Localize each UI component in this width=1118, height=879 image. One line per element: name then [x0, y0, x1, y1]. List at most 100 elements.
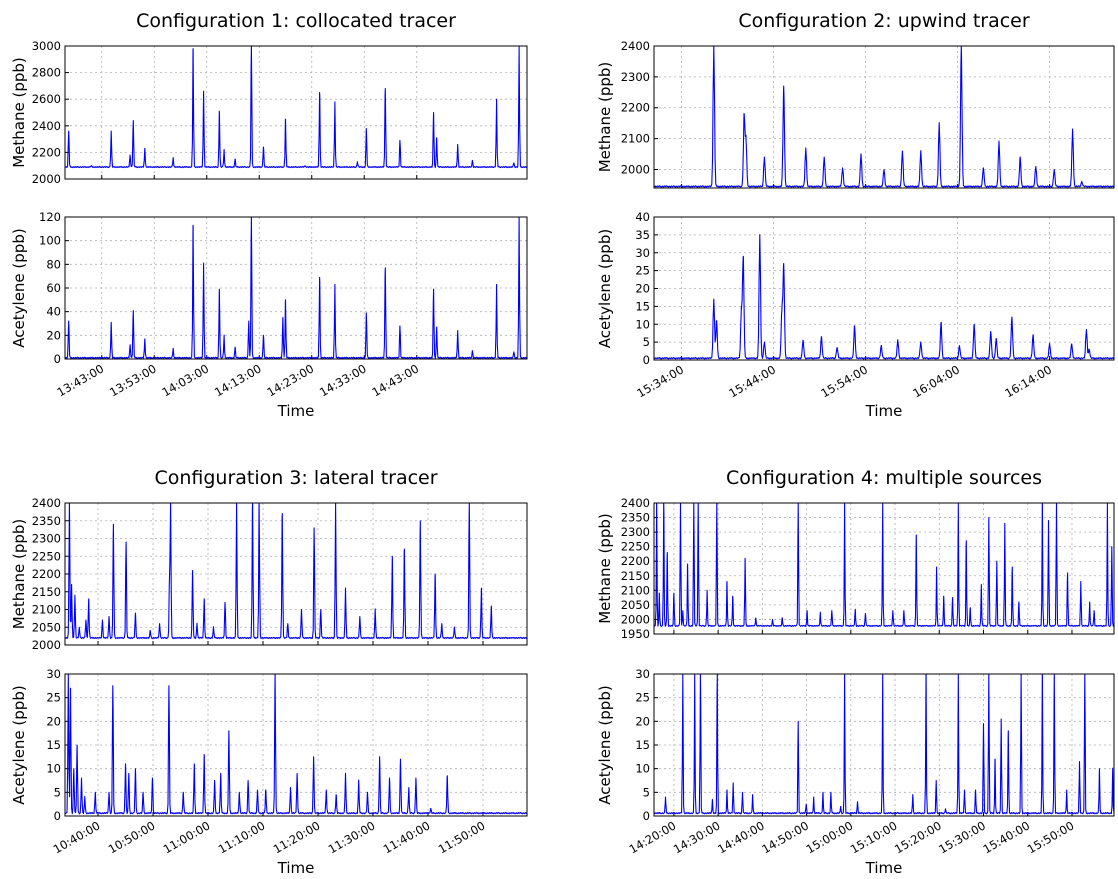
y-tick-label: 0: [54, 809, 61, 823]
x-tick-label: 15:54:00: [818, 362, 870, 400]
acetylene-series-line: [65, 217, 527, 359]
chart-title: Configuration 4: multiple sources: [726, 467, 1042, 489]
x-tick-label: 10:50:00: [106, 818, 158, 856]
y-tick-label: 2300: [621, 70, 650, 84]
x-tick-label: 15:40:00: [981, 818, 1033, 856]
methane-axis-label: Methane (ppb): [10, 519, 28, 630]
y-tick-label: 2600: [32, 92, 61, 106]
y-tick-label: 2000: [32, 172, 61, 186]
x-tick-label: 15:34:00: [634, 362, 686, 400]
y-tick-label: 2200: [621, 101, 650, 115]
y-tick-label: 15: [46, 738, 61, 752]
x-axis-label: Time: [277, 859, 315, 877]
y-tick-label: 2150: [32, 585, 61, 599]
y-tick-label: 2300: [32, 532, 61, 546]
x-tick-label: 11:50:00: [436, 818, 488, 856]
y-tick-label: 2400: [621, 496, 650, 510]
y-tick-label: 2100: [621, 583, 650, 597]
y-tick-label: 2400: [32, 496, 61, 510]
x-tick-label: 11:20:00: [271, 818, 323, 856]
x-tick-label: 10:40:00: [51, 818, 103, 856]
methane-axis-label: Methane (ppb): [596, 513, 614, 624]
acetylene-axis-label: Acetylene (ppb): [10, 228, 28, 347]
x-tick-label: 16:14:00: [1002, 362, 1054, 400]
methane-axis-label: Methane (ppb): [10, 57, 28, 168]
methane-axis-label: Methane (ppb): [596, 62, 614, 173]
x-tick-label: 14:20:00: [627, 818, 679, 856]
acetylene-series-line: [65, 674, 527, 815]
x-tick-label: 14:03:00: [160, 361, 212, 399]
y-tick-label: 2150: [621, 569, 650, 583]
y-tick-label: 1950: [621, 627, 650, 641]
x-tick-label: 11:40:00: [381, 818, 433, 856]
y-tick-label: 0: [643, 809, 650, 823]
y-tick-label: 2050: [32, 620, 61, 634]
acetylene-axis-label: Acetylene (ppb): [596, 229, 614, 348]
y-tick-label: 30: [46, 667, 61, 681]
x-tick-label: 15:50:00: [1025, 818, 1077, 856]
y-tick-label: 15: [635, 738, 650, 752]
x-axis-label: Time: [865, 402, 903, 420]
x-axis-label: Time: [865, 859, 903, 877]
y-tick-label: 30: [635, 667, 650, 681]
x-tick-label: 16:04:00: [910, 362, 962, 400]
x-tick-label: 15:20:00: [892, 818, 944, 856]
y-tick-label: 20: [635, 282, 650, 296]
methane-series-line: [654, 46, 1114, 188]
y-tick-label: 2300: [621, 525, 650, 539]
y-tick-label: 2100: [621, 132, 650, 146]
y-tick-label: 80: [46, 257, 61, 271]
y-tick-label: 60: [46, 281, 61, 295]
y-tick-label: 25: [46, 691, 61, 705]
y-tick-label: 10: [635, 317, 650, 331]
chart-title: Configuration 1: collocated tracer: [136, 10, 456, 32]
x-tick-label: 11:00:00: [161, 818, 213, 856]
acetylene-series-line: [654, 234, 1114, 360]
y-tick-label: 0: [54, 352, 61, 366]
x-tick-label: 15:30:00: [936, 818, 988, 856]
x-tick-label: 15:10:00: [848, 818, 900, 856]
y-tick-label: 2250: [621, 540, 650, 554]
methane-plot-frame: [64, 502, 528, 646]
y-tick-label: 20: [46, 328, 61, 342]
y-tick-label: 40: [635, 210, 650, 224]
y-tick-label: 25: [635, 264, 650, 278]
y-tick-label: 2100: [32, 603, 61, 617]
y-tick-label: 2800: [32, 66, 61, 80]
x-tick-label: 14:30:00: [671, 818, 723, 856]
x-tick-label: 14:13:00: [212, 361, 264, 399]
y-tick-label: 30: [635, 246, 650, 260]
x-tick-label: 15:00:00: [804, 818, 856, 856]
y-tick-label: 20: [46, 714, 61, 728]
y-tick-label: 2050: [621, 598, 650, 612]
chart-title: Configuration 3: lateral tracer: [154, 467, 437, 489]
y-tick-label: 40: [46, 305, 61, 319]
x-tick-label: 14:43:00: [370, 361, 422, 399]
y-tick-label: 10: [46, 762, 61, 776]
y-tick-label: 20: [635, 714, 650, 728]
x-tick-label: 11:30:00: [326, 818, 378, 856]
acetylene-plot-frame: [653, 216, 1115, 361]
y-tick-label: 15: [635, 299, 650, 313]
acetylene-axis-label: Acetylene (ppb): [596, 685, 614, 804]
methane-series-line: [65, 503, 527, 640]
y-tick-label: 2350: [32, 514, 61, 528]
x-tick-label: 15:44:00: [726, 362, 778, 400]
y-tick-label: 2200: [32, 567, 61, 581]
methane-series-line: [65, 46, 527, 169]
x-tick-label: 14:23:00: [265, 361, 317, 399]
acetylene-series-line: [654, 674, 1114, 815]
y-tick-label: 25: [635, 691, 650, 705]
x-axis-label: Time: [277, 402, 315, 420]
y-tick-label: 5: [643, 335, 650, 349]
y-tick-label: 2250: [32, 549, 61, 563]
y-tick-label: 2000: [621, 162, 650, 176]
y-tick-label: 2400: [32, 119, 61, 133]
y-tick-label: 10: [635, 762, 650, 776]
x-tick-label: 13:43:00: [55, 361, 107, 399]
acetylene-plot-frame: [653, 673, 1115, 817]
chart-title: Configuration 2: upwind tracer: [738, 10, 1030, 32]
y-tick-label: 5: [54, 785, 61, 799]
y-tick-label: 0: [643, 353, 650, 367]
